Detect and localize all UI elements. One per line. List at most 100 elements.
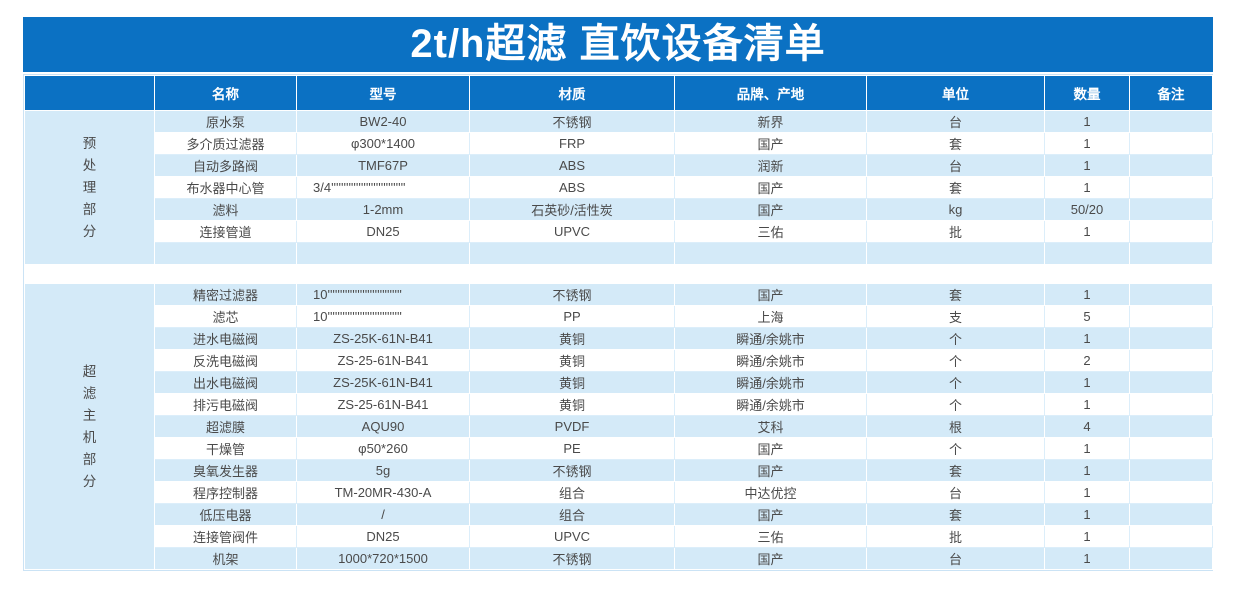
table-cell: 黄铜	[469, 371, 675, 394]
table-cell: 黄铜	[469, 327, 675, 350]
table-cell	[296, 242, 470, 265]
column-header: 材质	[469, 75, 675, 111]
table-cell: 1	[1044, 481, 1130, 504]
table-cell: 瞬通/余姚市	[674, 349, 867, 372]
table-cell: 1	[1044, 459, 1130, 482]
table-cell	[1129, 503, 1213, 526]
table-cell: 精密过滤器	[154, 283, 297, 306]
table-cell: ABS	[469, 176, 675, 199]
table-cell: 出水电磁阀	[154, 371, 297, 394]
table-cell: 不锈钢	[469, 283, 675, 306]
table-cell: TMF67P	[296, 154, 470, 177]
table-cell: 滤料	[154, 198, 297, 221]
table-cell: 2	[1044, 349, 1130, 372]
table-cell: 国产	[674, 459, 867, 482]
table-cell: 套	[866, 459, 1045, 482]
table-row: 机架 1000*720*1500 不锈钢 国产台 1	[25, 547, 1213, 570]
table-cell: 石英砂/活性炭	[469, 198, 675, 221]
table-cell: 机架	[154, 547, 297, 570]
table-cell: 1	[1044, 525, 1130, 548]
table-cell: 1	[1044, 176, 1130, 199]
table-cell	[154, 242, 297, 265]
table-cell: 原水泵	[154, 110, 297, 133]
table-cell: 根	[866, 415, 1045, 438]
table-cell: 套	[866, 132, 1045, 155]
spacer-row	[24, 264, 1213, 284]
table-cell: 瞬通/余姚市	[674, 393, 867, 416]
column-header: 品牌、产地	[674, 75, 867, 111]
table-cell: 1	[1044, 283, 1130, 306]
table-row: 连接管阀件 DN25 UPVC 三佑批 1	[25, 525, 1213, 548]
table-cell: 不锈钢	[469, 110, 675, 133]
table-cell	[866, 242, 1045, 265]
table-cell	[1129, 393, 1213, 416]
table-cell	[1044, 242, 1130, 265]
table-cell: 套	[866, 283, 1045, 306]
table-cell: 滤芯	[154, 305, 297, 328]
spacer-cell	[24, 264, 1213, 284]
table-cell: 套	[866, 503, 1045, 526]
table-cell: ZS-25K-61N-B41	[296, 371, 470, 394]
table-cell	[1129, 327, 1213, 350]
table-cell: 连接管道	[154, 220, 297, 243]
table-cell: 润新	[674, 154, 867, 177]
table-cell: 进水电磁阀	[154, 327, 297, 350]
table-cell: ABS	[469, 154, 675, 177]
table-cell: 组合	[469, 481, 675, 504]
table-cell: kg	[866, 198, 1045, 221]
table-row: 进水电磁阀 ZS-25K-61N-B41 黄铜 瞬通/余姚市个 1	[25, 327, 1213, 350]
table-cell: /	[296, 503, 470, 526]
table-cell: 国产	[674, 198, 867, 221]
table-cell: 国产	[674, 437, 867, 460]
table-cell	[1129, 132, 1213, 155]
table-cell: 台	[866, 481, 1045, 504]
table-cell	[1129, 110, 1213, 133]
table-cell: 10''''''''''''''''''''''''''''''	[296, 283, 470, 306]
table-cell	[1129, 198, 1213, 221]
table-cell: 国产	[674, 176, 867, 199]
table-row: 超滤主机部分精密过滤器 10'''''''''''''''''''''''''''…	[24, 283, 1213, 570]
table-cell	[1129, 349, 1213, 372]
table-cell: 个	[866, 371, 1045, 394]
table-cell: 5g	[296, 459, 470, 482]
table-row: 滤料 1-2mm 石英砂/活性炭 国产 kg 50/20	[25, 198, 1213, 221]
table-cell: 干燥管	[154, 437, 297, 460]
table-cell: 臭氧发生器	[154, 459, 297, 482]
table-cell	[469, 242, 675, 265]
table-cell	[1129, 220, 1213, 243]
table-cell: 三佑	[674, 220, 867, 243]
table-cell: 三佑	[674, 525, 867, 548]
table-cell: AQU90	[296, 415, 470, 438]
table-cell: 布水器中心管	[154, 176, 297, 199]
table-cell: 批	[866, 220, 1045, 243]
column-header: 单位	[866, 75, 1045, 111]
table-cell	[1129, 154, 1213, 177]
table-cell: ZS-25K-61N-B41	[296, 327, 470, 350]
section-body: 预处理部分原水泵 BW2-40 不锈钢 新界台 1 多介质过滤器 φ300*1400 FRP 国…	[24, 110, 1213, 265]
table-cell: 个	[866, 327, 1045, 350]
table-cell: 个	[866, 349, 1045, 372]
column-header: 数量	[1044, 75, 1130, 111]
table-cell	[1129, 305, 1213, 328]
table-cell: UPVC	[469, 220, 675, 243]
table-wrapper: 名称 型号 材质 品牌、产地 单位 数量 备注 预处理部分原水泵 BW2-40 不锈钢 新界台 1 多…	[23, 74, 1213, 571]
table-cell: 1	[1044, 437, 1130, 460]
table-cell: 自动多路阀	[154, 154, 297, 177]
header-row: 名称 型号 材质 品牌、产地 单位 数量 备注	[24, 75, 1213, 111]
table-cell	[674, 242, 867, 265]
table-row: 出水电磁阀 ZS-25K-61N-B41 黄铜 瞬通/余姚市个 1	[25, 371, 1213, 394]
table-cell: 1	[1044, 132, 1130, 155]
table-cell: 超滤膜	[154, 415, 297, 438]
table-cell	[1129, 242, 1213, 265]
column-header: 备注	[1129, 75, 1213, 111]
table-cell: 组合	[469, 503, 675, 526]
table-row	[25, 242, 1213, 265]
table-cell: 1	[1044, 371, 1130, 394]
table-row: 臭氧发生器 5g 不锈钢 国产套 1	[25, 459, 1213, 482]
table-cell: 1	[1044, 220, 1130, 243]
table-cell: 上海	[674, 305, 867, 328]
table-cell: 个	[866, 437, 1045, 460]
section-label: 超滤主机部分	[24, 283, 155, 570]
table-cell: 程序控制器	[154, 481, 297, 504]
table-cell: PP	[469, 305, 675, 328]
